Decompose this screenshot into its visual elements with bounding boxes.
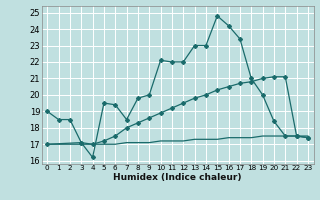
X-axis label: Humidex (Indice chaleur): Humidex (Indice chaleur) bbox=[113, 173, 242, 182]
